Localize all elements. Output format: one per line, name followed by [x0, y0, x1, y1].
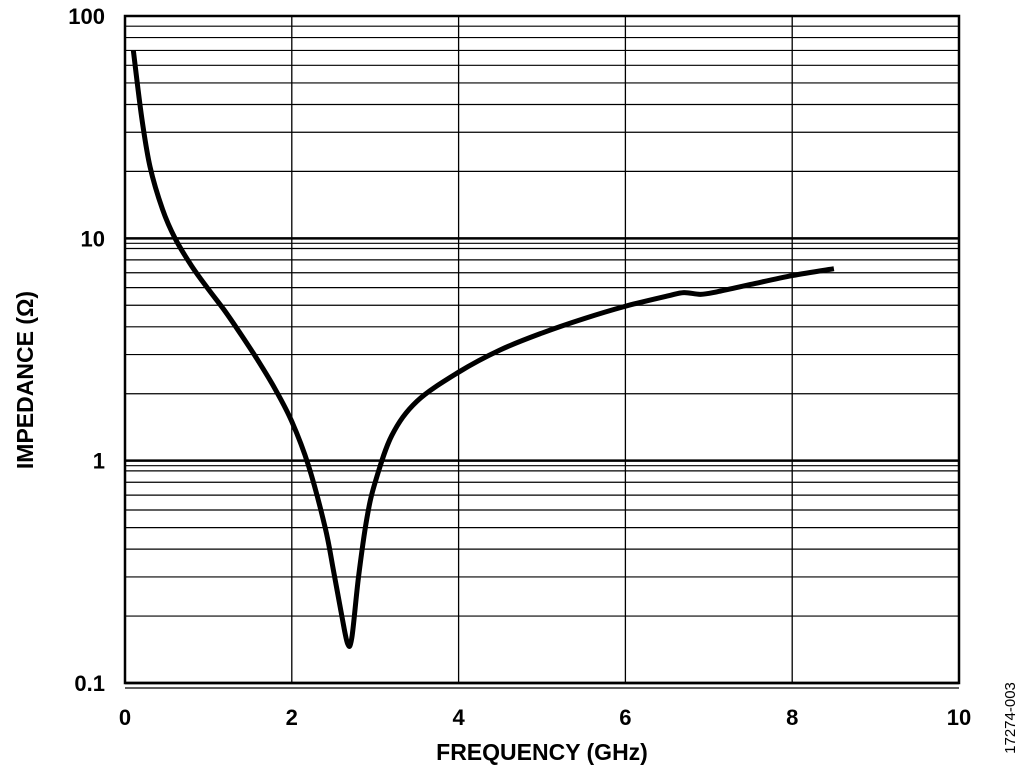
x-tick-label: 8: [786, 705, 798, 730]
x-tick-label: 6: [619, 705, 631, 730]
x-tick-label: 0: [119, 705, 131, 730]
y-tick-label: 10: [81, 226, 105, 251]
y-tick-label: 100: [68, 4, 105, 29]
x-tick-label: 2: [286, 705, 298, 730]
y-tick-label: 1: [93, 449, 105, 474]
series-layer: [130, 50, 835, 649]
y-axis-label: IMPEDANCE (Ω): [12, 291, 38, 469]
tick-labels: 0 2 4 6 8 10 0.1 1 10 100: [68, 4, 971, 730]
x-axis-label: FREQUENCY (GHz): [436, 739, 648, 765]
plot-frame: [123, 14, 961, 685]
figure-id-label: 17274-003: [1002, 682, 1019, 754]
impedance-series-line: [130, 50, 835, 649]
x-tick-label: 10: [947, 705, 971, 730]
x-tick-label: 4: [452, 705, 465, 730]
y-tick-label: 0.1: [74, 671, 105, 696]
